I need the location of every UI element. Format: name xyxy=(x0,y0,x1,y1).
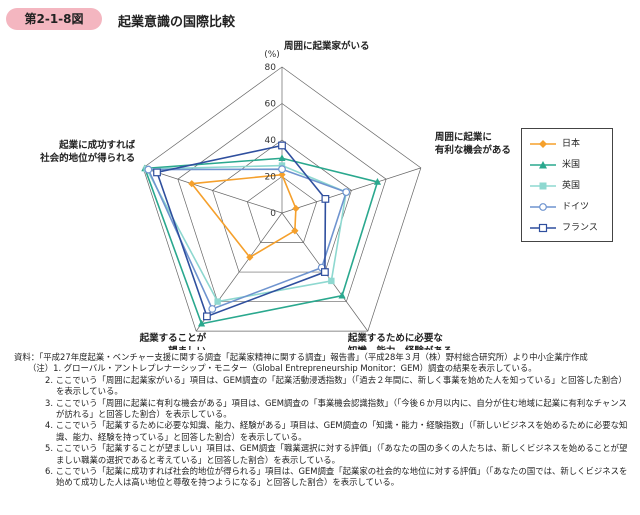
tick-label-60: 60 xyxy=(265,100,277,110)
legend-marker-uk xyxy=(530,182,556,190)
axis-label-2-line-1: 知識、能力、経験がある xyxy=(347,345,453,350)
grid-ring-80 xyxy=(142,66,422,332)
series-0-point-1 xyxy=(292,204,300,213)
legend-marker-germany xyxy=(530,203,556,211)
note-2: 2. ここでいう「周囲に起業家がいる」項目は、GEM調査の「起業活動浸透指数」（… xyxy=(45,374,627,397)
series-1-point-2 xyxy=(338,291,346,299)
series-1-point-3 xyxy=(197,319,206,327)
radar-series xyxy=(141,141,382,327)
legend-item-japan: 日本 xyxy=(528,137,612,151)
axis-label-2-line-0: 起業するために必要な xyxy=(347,332,444,344)
series-3-point-1 xyxy=(342,188,351,197)
note-5: 5. ここでいう「起業することが望ましい」項目は、GEM調査「職業選択に対する評… xyxy=(45,443,628,465)
grid-ring-40 xyxy=(212,139,352,273)
axis-label-3-line-0: 起業することが xyxy=(139,332,207,344)
axis-label-1-line-0: 周囲に起業に xyxy=(435,131,492,143)
series-0-point-3 xyxy=(246,253,254,261)
series-4-point-2 xyxy=(321,268,329,276)
axis-label-3-line-1: 望ましい xyxy=(168,345,206,350)
series-3-point-0 xyxy=(278,165,286,174)
series-3-point-4 xyxy=(144,165,153,174)
figure-title: 起業意識の国際比較 xyxy=(118,15,236,30)
series-line-3 xyxy=(147,168,348,310)
figure-notes: 資料：「平成27年度起業・ベンチャー支援に関する調査「起業家精神に関する調査」報… xyxy=(14,352,634,489)
axis-spoke-4 xyxy=(143,167,283,214)
tick-label-80: 80 xyxy=(265,63,277,73)
legend-label-usa: 米国 xyxy=(562,160,581,170)
note-4: 4. ここでいう「起業するために必要な知識、能力、経験がある」項目は、GEM調査… xyxy=(45,420,628,442)
legend-marker-usa xyxy=(530,161,556,169)
note-3: 3. ここでいう「周囲に起業に有利な機会がある」項目は、GEM調査の「事業機会認… xyxy=(45,397,627,420)
figure-number-badge: 第2-1-8図 xyxy=(6,8,102,30)
series-line-1 xyxy=(143,157,379,325)
series-line-4 xyxy=(155,144,327,318)
series-0-point-4 xyxy=(188,180,196,188)
series-line-2 xyxy=(145,164,348,303)
tick-label-0: 0 xyxy=(270,209,276,219)
note-1: （注）1. グローバル・アントレプレナーシップ・モニター（Global Entr… xyxy=(28,363,537,374)
radar-labels: 0 20 40 60 80 (%) 周囲に起業家がいる周囲に起業に有利な機会がある起業するた… xyxy=(39,40,511,350)
series-2-point-2 xyxy=(328,277,335,285)
series-4-point-1 xyxy=(321,195,330,203)
legend-item-germany: ドイツ xyxy=(528,200,612,214)
series-3-point-3 xyxy=(208,305,217,313)
series-1-point-1 xyxy=(373,177,382,185)
unit-label: (%) xyxy=(264,50,280,60)
legend-label-uk: 英国 xyxy=(562,181,581,191)
axis-spoke-1 xyxy=(281,167,421,214)
axis-label-4-line-1: 社会的地位が得られる xyxy=(39,152,135,164)
axis-label-1-line-1: 有利な機会がある xyxy=(435,144,511,156)
grid-ring-60 xyxy=(177,103,387,302)
legend-label-japan: 日本 xyxy=(562,139,581,149)
grid-ring-20 xyxy=(246,176,318,243)
axis-label-4-line-0: 起業に成功すれば xyxy=(58,139,136,151)
series-0-point-0 xyxy=(278,171,286,179)
legend-marker-japan xyxy=(530,140,556,148)
legend-label-germany: ドイツ xyxy=(562,202,590,212)
legend-item-usa: 米国 xyxy=(528,158,612,172)
legend-item-uk: 英国 xyxy=(528,179,612,193)
series-2-point-3 xyxy=(214,298,221,305)
radar-grid xyxy=(142,66,422,332)
series-line-0 xyxy=(190,173,297,259)
axis-label-0-line-0: 周囲に起業家がいる xyxy=(284,40,370,52)
series-0-point-2 xyxy=(291,227,299,235)
source-note: 資料：「平成27年度起業・ベンチャー支援に関する調査「起業家精神に関する調査」報… xyxy=(14,352,588,362)
series-4-point-0 xyxy=(278,141,286,150)
radar-chart: 0 20 40 60 80 (%) 周囲に起業家がいる周囲に起業に有利な機会がある起業するた… xyxy=(39,40,511,350)
series-4-point-3 xyxy=(203,312,211,321)
series-4-point-4 xyxy=(153,168,161,177)
chart-legend: 日本 米国 英国 ドイツ フランス xyxy=(521,128,613,242)
tick-label-20: 20 xyxy=(265,173,277,183)
legend-marker-france xyxy=(530,223,556,233)
legend-label-france: フランス xyxy=(562,223,598,233)
tick-label-40: 40 xyxy=(265,136,277,146)
legend-item-france: フランス xyxy=(528,221,612,235)
note-6: 6. ここでいう「起業に成功すれば社会的地位が得られる」項目は、GEM調査「起業… xyxy=(45,466,628,488)
series-1-point-0 xyxy=(278,154,286,162)
